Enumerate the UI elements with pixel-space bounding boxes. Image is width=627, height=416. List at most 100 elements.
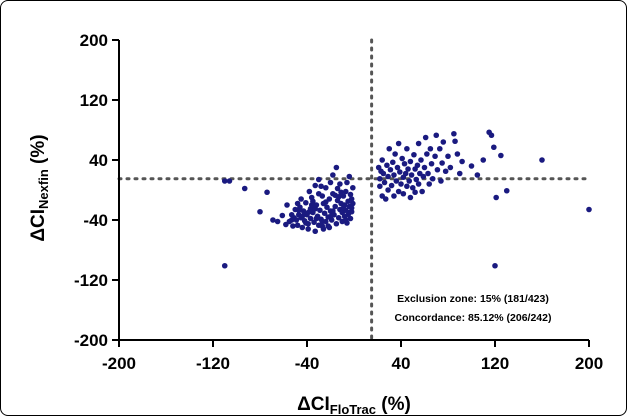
data-point-120	[381, 179, 388, 186]
data-point-174	[438, 178, 444, 184]
annotation-exclusion-zone: Exclusion zone: 15% (181/423)	[397, 293, 549, 305]
data-point-114	[377, 175, 383, 182]
data-point-1	[226, 178, 233, 184]
data-point-98	[338, 189, 344, 196]
data-point-49	[324, 204, 330, 211]
data-point-78	[346, 173, 353, 180]
data-point-7	[274, 218, 281, 225]
y-tick-label-3: 40	[89, 151, 108, 170]
data-point-167	[427, 145, 434, 152]
data-point-137	[398, 181, 404, 187]
data-point-133	[394, 164, 401, 171]
data-point-169	[429, 175, 436, 182]
data-point-166	[426, 181, 433, 187]
data-point-115	[377, 183, 383, 190]
data-point-148	[407, 158, 414, 165]
data-point-154	[413, 176, 420, 183]
data-point-87	[294, 200, 301, 207]
data-point-196	[492, 262, 498, 269]
data-point-3	[241, 185, 248, 192]
x-tick-label-2: -40	[295, 354, 320, 373]
data-point-25	[303, 199, 309, 206]
data-point-138	[399, 155, 405, 162]
data-point-180	[451, 130, 457, 137]
data-point-190	[491, 144, 497, 151]
data-point-60	[333, 164, 340, 171]
data-point-191	[493, 194, 499, 201]
data-point-165	[425, 170, 431, 177]
data-point-147	[407, 194, 414, 201]
data-point-58	[332, 203, 339, 210]
data-point-124	[385, 187, 391, 193]
data-point-90	[320, 226, 327, 232]
data-point-81	[348, 196, 355, 202]
data-point-140	[400, 190, 407, 197]
data-point-89	[315, 190, 322, 197]
data-point-111	[346, 209, 353, 216]
data-point-176	[440, 139, 447, 145]
data-point-134	[395, 188, 402, 195]
data-point-101	[313, 215, 320, 222]
data-point-184	[459, 158, 465, 165]
data-point-142	[402, 170, 409, 177]
data-point-55	[330, 172, 336, 178]
data-point-109	[335, 193, 342, 200]
data-point-136	[397, 169, 403, 175]
data-point-31	[307, 215, 314, 222]
data-point-195	[586, 206, 592, 213]
data-point-104	[328, 212, 335, 219]
data-point-0	[221, 178, 228, 184]
data-point-5	[264, 189, 270, 196]
data-point-54	[328, 217, 335, 223]
data-point-145	[405, 166, 411, 172]
y-tick-label-2: -40	[83, 211, 108, 230]
y-axis-title-unit: (%)	[28, 134, 49, 169]
y-tick-label-5: 200	[80, 31, 108, 50]
x-axis-title: ΔCIFloTrac (%)	[297, 394, 411, 416]
x-axis-title-main: ΔCI	[297, 394, 330, 415]
data-point-96	[299, 213, 306, 220]
data-point-179	[447, 164, 454, 171]
data-point-155	[414, 162, 421, 169]
x-axis-title-subscript: FloTrac	[330, 402, 376, 416]
data-point-41	[317, 207, 323, 214]
x-tick-label-1: -120	[196, 354, 230, 373]
data-point-47	[323, 184, 329, 191]
data-point-63	[337, 181, 343, 187]
data-point-149	[408, 172, 415, 178]
data-point-144	[404, 183, 410, 190]
data-point-71	[342, 188, 349, 195]
x-tick-label-5: 200	[575, 354, 603, 373]
data-point-163	[422, 134, 429, 141]
data-point-29	[306, 188, 313, 195]
data-point-150	[409, 184, 416, 191]
data-point-110	[342, 217, 349, 223]
data-point-185	[468, 163, 475, 169]
data-point-141	[401, 160, 408, 167]
data-point-183	[456, 170, 463, 177]
data-point-159	[418, 157, 424, 163]
data-point-131	[392, 151, 398, 157]
data-point-118	[379, 157, 386, 163]
data-point-153	[412, 189, 418, 196]
x-axis-title-unit: (%)	[376, 394, 411, 415]
data-point-175	[439, 160, 445, 166]
data-point-192	[498, 152, 504, 159]
data-point-173	[436, 145, 443, 152]
data-point-143	[404, 145, 410, 152]
data-point-105	[319, 218, 326, 225]
data-point-125	[386, 145, 393, 152]
data-point-40	[315, 176, 322, 183]
data-point-193	[503, 187, 510, 194]
data-point-146	[406, 178, 413, 184]
data-point-128	[389, 159, 396, 166]
y-tick-label-4: 120	[80, 91, 108, 110]
data-point-186	[474, 172, 481, 178]
data-point-189	[488, 132, 495, 139]
data-point-59	[333, 220, 340, 227]
data-point-13	[290, 223, 296, 229]
data-point-130	[391, 193, 397, 199]
x-tick-label-4: 120	[481, 354, 509, 373]
data-point-161	[420, 173, 427, 180]
